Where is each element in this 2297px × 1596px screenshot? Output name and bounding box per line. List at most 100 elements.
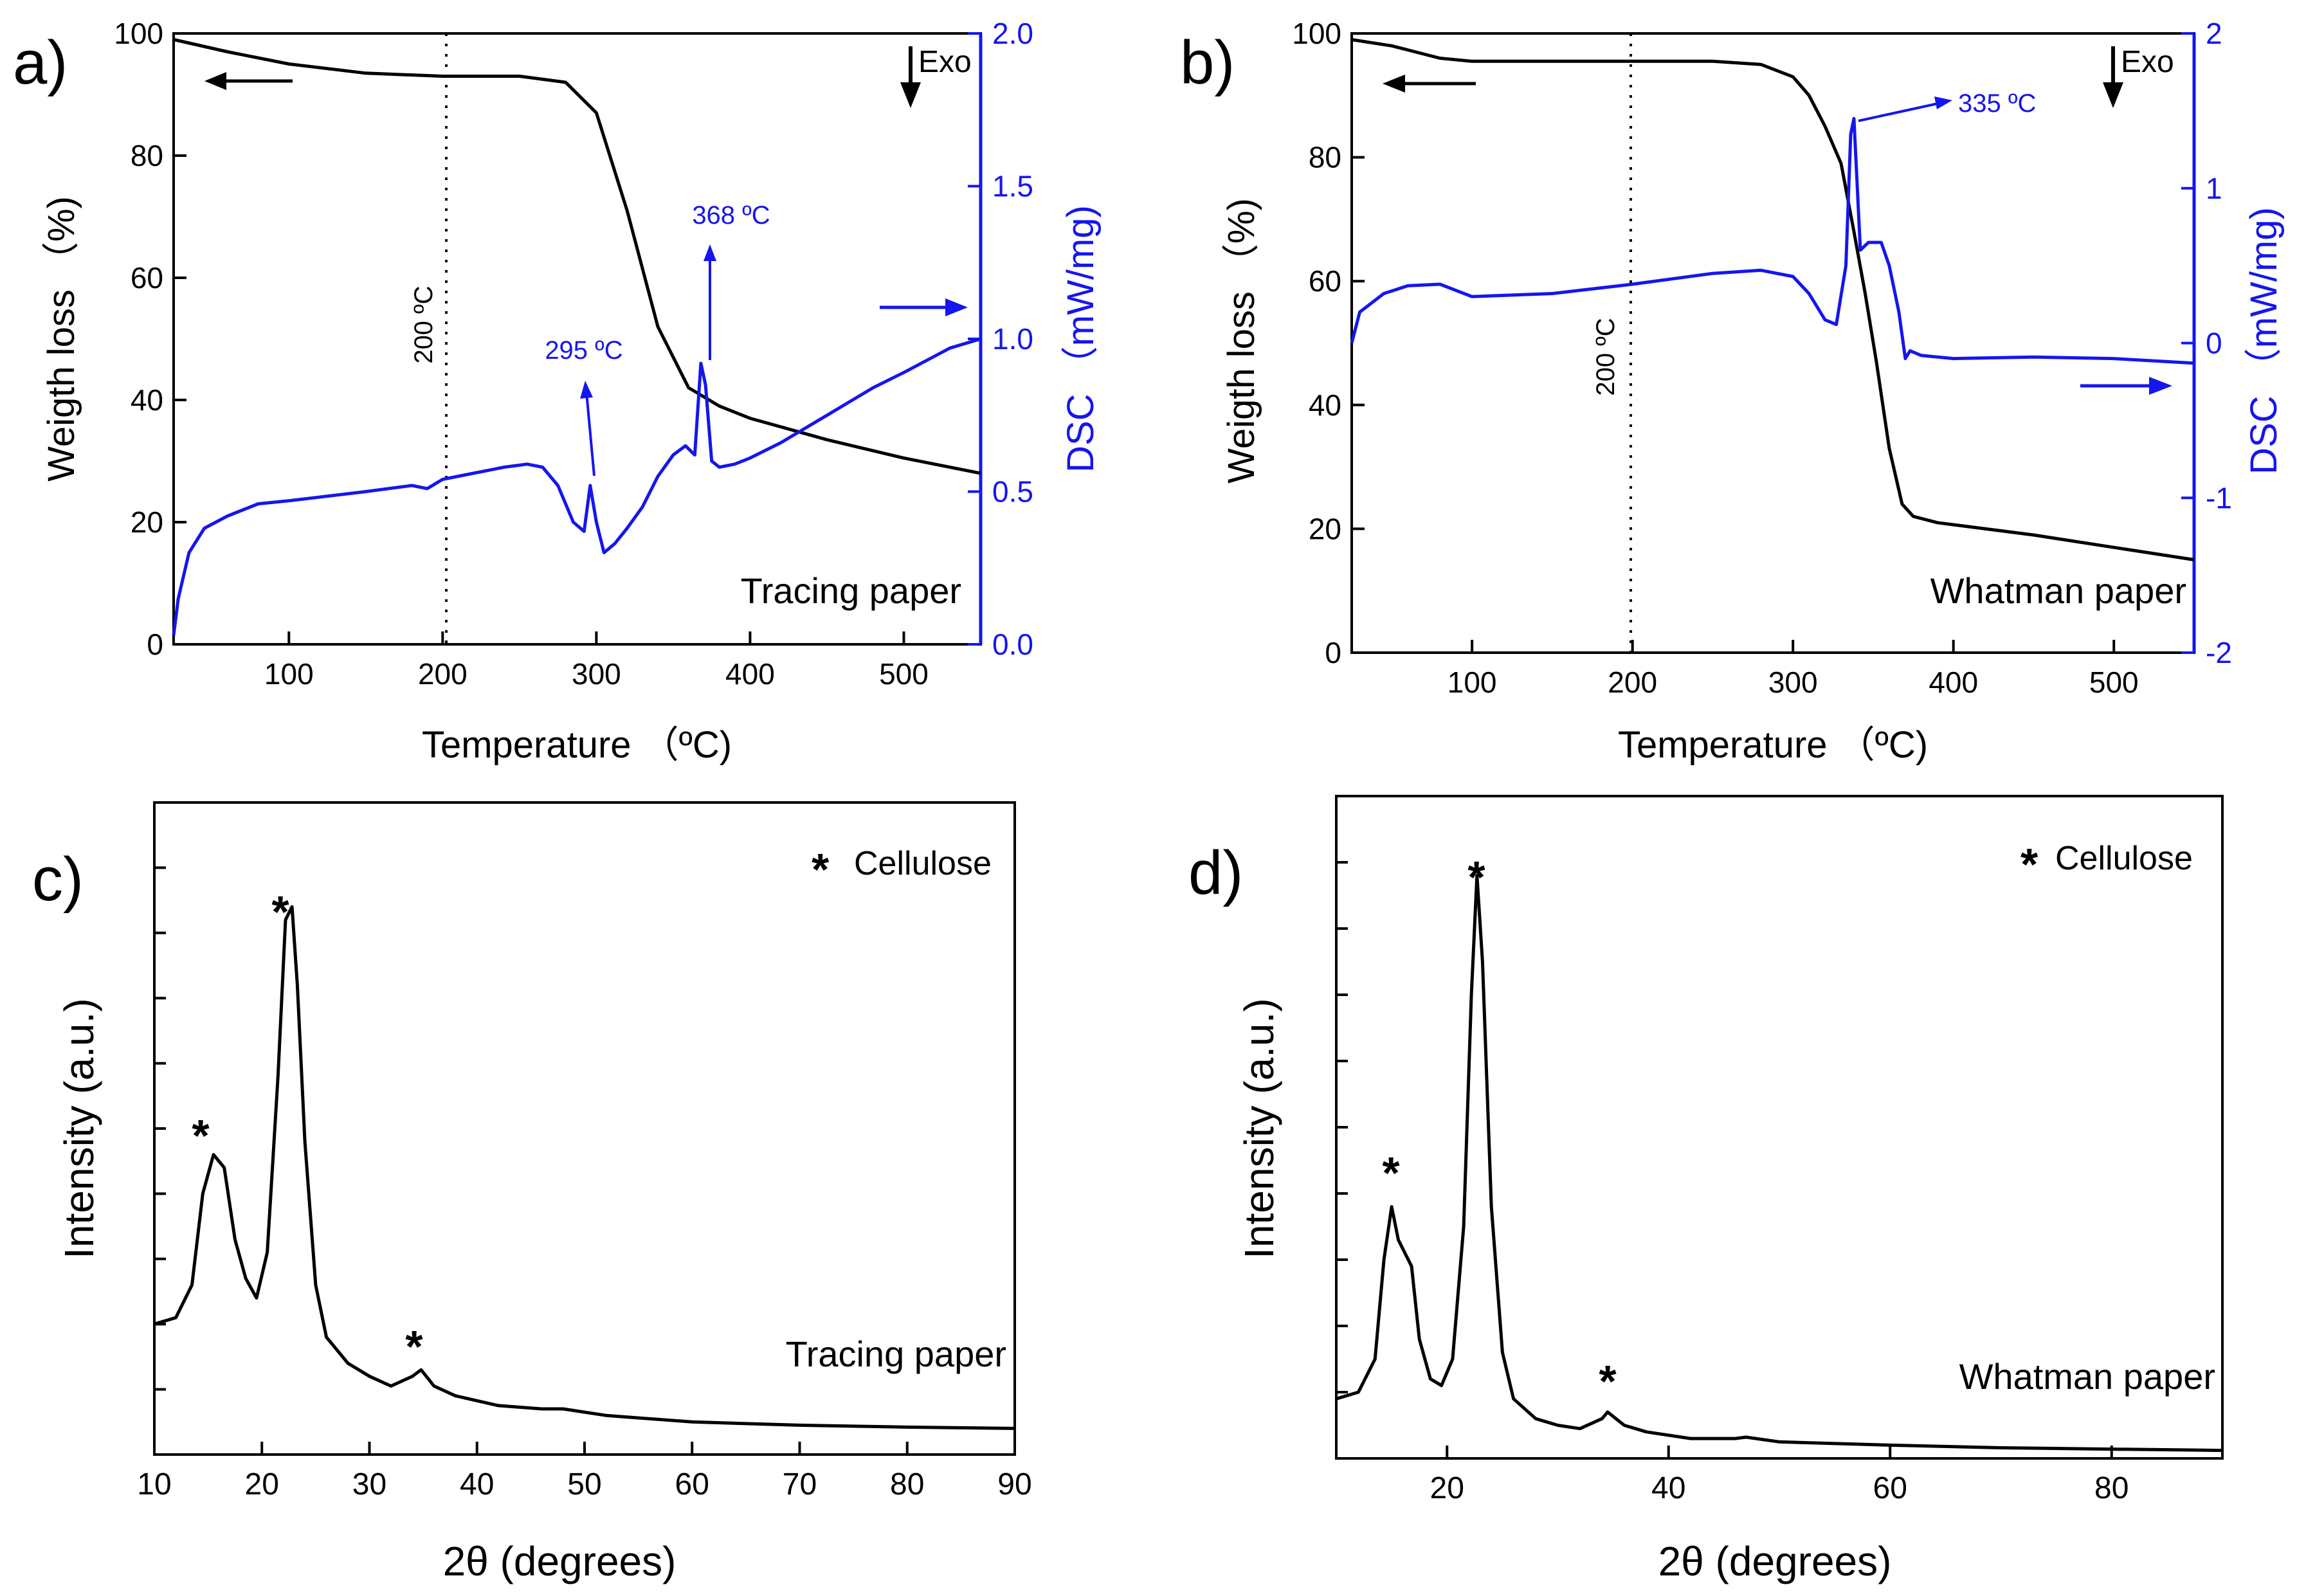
dsc-curve-a bbox=[172, 337, 981, 636]
temp-line-label-a: 200 ºC bbox=[410, 286, 438, 363]
panel-label-d: d) bbox=[1188, 839, 1243, 907]
x-tick-label: 10 bbox=[137, 1467, 171, 1501]
peak-star-d-3: * bbox=[1599, 1356, 1617, 1406]
y2-tick-label: 0.0 bbox=[992, 628, 1033, 661]
sample-label-c: Tracing paper bbox=[786, 1334, 1006, 1374]
x-tick-label: 300 bbox=[1768, 666, 1818, 699]
panel-label-b: b) bbox=[1180, 28, 1235, 97]
y-axis-label-c: Intensity (a.u.) bbox=[56, 998, 102, 1259]
x-axis-label-b: Temperature （ºC) bbox=[1618, 724, 1928, 766]
series-d bbox=[1336, 874, 2223, 1453]
peak-arrow-335-b bbox=[1858, 96, 1952, 122]
peak-label-295-a: 295 ºC bbox=[545, 336, 622, 365]
x-tick-label: 400 bbox=[1929, 666, 1978, 699]
panel-b: b) 100 200 300 400 500 0 20 40 60 80 100 -2 -1 0 1 2 We… bbox=[1180, 17, 2285, 766]
y-tick-label: 20 bbox=[131, 505, 163, 539]
x-axis-label-d: 2θ (degrees) bbox=[1658, 1538, 1892, 1584]
y-tick-label: 100 bbox=[1292, 17, 1341, 50]
x-tick-label: 100 bbox=[264, 657, 314, 691]
x-tick-label: 200 bbox=[418, 657, 468, 691]
y2-axis-label-b: DSC （mW/mg) bbox=[2243, 207, 2285, 475]
y-tick-label: 80 bbox=[131, 139, 163, 172]
x-axis-label-c: 2θ (degrees) bbox=[443, 1538, 676, 1584]
x-tick-label: 40 bbox=[1651, 1471, 1685, 1505]
y2-tick-label: 1.0 bbox=[992, 322, 1033, 356]
y2-tick-label: -1 bbox=[2206, 481, 2232, 514]
panel-a: a) 100 200 300 400 500 0 20 40 60 80 100 0.0 0.5 1.0 1… bbox=[13, 17, 1102, 766]
plot-frame-b bbox=[1350, 32, 2195, 654]
y-tick-label: 80 bbox=[1309, 141, 1341, 174]
peak-label-368-a: 368 ºC bbox=[692, 201, 770, 230]
sample-label-d: Whatman paper bbox=[1959, 1356, 2215, 1397]
y-tick-label: 40 bbox=[131, 383, 163, 417]
x-tick-label: 60 bbox=[675, 1467, 709, 1501]
y2-axis-label-a: DSC （mW/mg) bbox=[1060, 205, 1102, 473]
peak-label-335-b: 335 ºC bbox=[1958, 89, 2036, 118]
dsc-axis-arrow-b bbox=[2080, 377, 2172, 395]
legend-marker-d: * bbox=[2020, 839, 2038, 889]
ticks-d: 20 40 60 80 bbox=[1336, 861, 2129, 1505]
peak-star-c-1: * bbox=[192, 1111, 210, 1161]
peak-star-d-1: * bbox=[1382, 1148, 1400, 1198]
x-tick-label: 100 bbox=[1448, 666, 1497, 699]
series-b bbox=[1350, 38, 2195, 561]
x-tick-label: 80 bbox=[890, 1467, 924, 1501]
exo-label-b: Exo bbox=[2121, 45, 2174, 79]
y-axis-label-d: Intensity (a.u.) bbox=[1236, 998, 1282, 1259]
y2-tick-label: 2.0 bbox=[992, 17, 1033, 50]
legend-label-d: Cellulose bbox=[2055, 840, 2193, 877]
x-tick-label: 60 bbox=[1873, 1471, 1907, 1505]
x-tick-label: 20 bbox=[245, 1467, 279, 1501]
x-tick-label: 300 bbox=[572, 657, 621, 691]
weight-curve-a bbox=[173, 38, 981, 475]
y-tick-label: 0 bbox=[1325, 636, 1341, 669]
peak-star-c-3: * bbox=[405, 1321, 423, 1372]
peak-arrow-295-a bbox=[580, 381, 595, 476]
y2-tick-label: 2 bbox=[2206, 17, 2222, 50]
panel-d: d) 20 40 60 80 Intensity (a.u.) 2θ (degrees… bbox=[1188, 795, 2224, 1584]
y2-tick-label: 0.5 bbox=[992, 475, 1033, 509]
dsc-curve-b bbox=[1350, 116, 2195, 365]
peak-star-c-2: * bbox=[271, 887, 289, 937]
temp-line-label-b: 200 ºC bbox=[1592, 318, 1620, 395]
weight-axis-arrow-b bbox=[1383, 75, 1476, 93]
x-tick-label: 30 bbox=[352, 1467, 386, 1501]
exo-label-a: Exo bbox=[918, 45, 972, 79]
ticks-c: 10 20 30 40 50 60 70 80 90 bbox=[137, 866, 1032, 1501]
x-axis-label-a: Temperature （ºC) bbox=[422, 724, 732, 766]
weight-axis-arrow-a bbox=[204, 72, 293, 90]
xrd-curve-d bbox=[1336, 874, 2223, 1453]
panel-label-c: c) bbox=[32, 845, 84, 914]
y2-tick-label: 1.5 bbox=[992, 170, 1033, 203]
weight-curve-b bbox=[1351, 38, 2195, 561]
x-tick-label: 90 bbox=[997, 1467, 1031, 1501]
sample-label-a: Tracing paper bbox=[741, 570, 961, 611]
y-tick-label: 40 bbox=[1309, 388, 1341, 422]
x-tick-label: 80 bbox=[2094, 1471, 2129, 1505]
x-tick-label: 70 bbox=[783, 1467, 817, 1501]
ticks-b: 100 200 300 400 500 0 20 40 60 80 100 -2 -1 0 1 2 bbox=[1292, 17, 2232, 699]
legend-marker-c: * bbox=[812, 844, 830, 894]
x-tick-label: 200 bbox=[1608, 666, 1657, 699]
x-tick-label: 40 bbox=[460, 1467, 494, 1501]
y-tick-label: 100 bbox=[114, 17, 163, 50]
y-axis-label-a: Weigth loss （%) bbox=[41, 196, 82, 482]
y-tick-label: 20 bbox=[1309, 512, 1341, 545]
y-tick-label: 60 bbox=[1309, 264, 1341, 298]
y2-tick-label: 0 bbox=[2206, 327, 2222, 360]
sample-label-b: Whatman paper bbox=[1930, 570, 2186, 611]
x-tick-label: 500 bbox=[879, 657, 929, 691]
exo-arrow-b bbox=[2103, 46, 2123, 108]
x-tick-label: 50 bbox=[567, 1467, 601, 1501]
peak-arrow-368-a bbox=[704, 244, 716, 360]
series-a bbox=[172, 38, 981, 636]
x-tick-label: 400 bbox=[725, 657, 775, 691]
y-tick-label: 0 bbox=[147, 628, 163, 661]
y-tick-label: 60 bbox=[131, 261, 163, 295]
panel-c: c) 10 20 30 40 50 60 70 80 90 Intensity (a.u.) 2… bbox=[32, 801, 1032, 1584]
peak-star-d-2: * bbox=[1467, 852, 1485, 902]
dsc-axis-arrow-a bbox=[880, 298, 968, 316]
panel-label-a: a) bbox=[13, 28, 68, 97]
y2-tick-label: 1 bbox=[2206, 172, 2222, 205]
